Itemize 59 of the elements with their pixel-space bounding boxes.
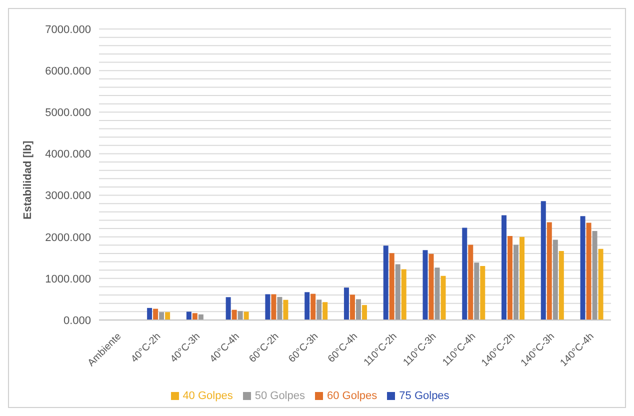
- bar: [147, 308, 152, 320]
- bar: [232, 310, 237, 320]
- bar: [580, 216, 586, 320]
- bar: [310, 294, 316, 320]
- bar: [322, 302, 328, 320]
- legend-label: 60 Golpes: [327, 390, 378, 402]
- bar: [434, 268, 440, 320]
- bar: [592, 231, 598, 320]
- bar: [546, 222, 552, 320]
- bar: [383, 246, 388, 320]
- bar: [558, 250, 564, 320]
- y-tick-label: 5000.000: [45, 107, 91, 120]
- bar: [356, 299, 361, 320]
- bar: [192, 313, 198, 320]
- bar: [401, 269, 406, 320]
- y-tick-label: 7000.000: [45, 24, 91, 36]
- bar: [159, 312, 164, 320]
- bar: [462, 228, 468, 320]
- bar: [238, 311, 243, 320]
- bar: [552, 240, 558, 320]
- bar: [265, 294, 270, 320]
- bar: [474, 262, 480, 320]
- bar: [389, 253, 394, 320]
- y-tick-label: 2000.000: [45, 232, 91, 244]
- bar: [468, 244, 474, 320]
- bar: [153, 308, 158, 320]
- bar: [540, 201, 546, 320]
- bar: [304, 292, 310, 320]
- bar: [350, 294, 355, 320]
- bar: [226, 297, 231, 320]
- y-tick-label: 4000.000: [45, 148, 91, 161]
- legend-label: 40 Golpes: [182, 390, 233, 402]
- bar: [586, 222, 592, 320]
- bar: [422, 250, 428, 320]
- y-tick-label: 3000.000: [45, 190, 91, 202]
- bar: [514, 244, 519, 320]
- bar: [277, 296, 282, 320]
- y-axis-title: Estabilidad [lb]: [22, 140, 34, 220]
- bar: [480, 266, 486, 320]
- bar: [283, 300, 288, 320]
- bar: [395, 264, 400, 320]
- legend-label: 75 Golpes: [399, 390, 450, 402]
- bar: [440, 276, 446, 320]
- y-tick-label: 1000.000: [45, 273, 91, 286]
- y-tick-label: 6000.000: [45, 65, 91, 78]
- bar: [165, 312, 170, 320]
- y-tick-label: 0.000: [63, 314, 91, 327]
- bar: [316, 300, 322, 320]
- legend-label: 50 Golpes: [254, 390, 305, 402]
- bar: [186, 312, 192, 320]
- bar: [502, 215, 507, 320]
- bar: [344, 288, 349, 320]
- bar: [244, 312, 249, 320]
- bar: [271, 294, 276, 320]
- bar: [598, 248, 604, 320]
- bar: [520, 236, 525, 320]
- bar: [428, 254, 434, 320]
- bar: [508, 236, 513, 320]
- bar: [362, 305, 367, 320]
